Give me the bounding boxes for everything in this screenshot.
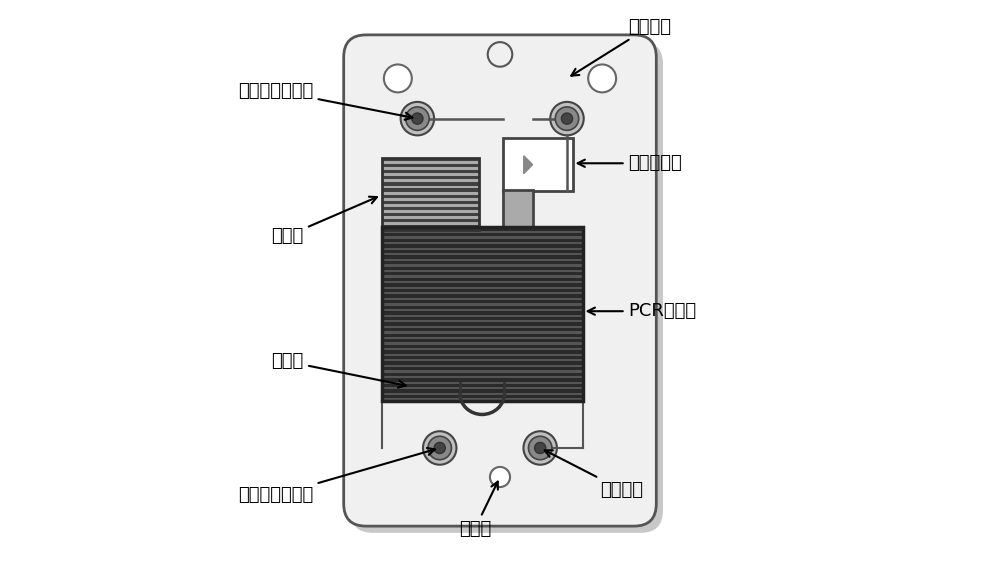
FancyBboxPatch shape	[344, 35, 656, 526]
Text: 废液出口: 废液出口	[545, 450, 643, 499]
Circle shape	[588, 65, 616, 93]
Bar	[382, 356, 583, 359]
Text: 液滴生成区: 液滴生成区	[578, 154, 682, 172]
Bar	[382, 339, 583, 342]
Bar	[382, 164, 479, 167]
Circle shape	[528, 436, 552, 459]
Bar	[382, 213, 479, 217]
Circle shape	[488, 42, 512, 67]
Text: PCR扩增区: PCR扩增区	[588, 302, 697, 320]
Bar	[382, 227, 583, 401]
Bar	[382, 306, 583, 309]
Circle shape	[550, 102, 584, 135]
Bar	[382, 384, 583, 387]
Bar	[503, 138, 573, 191]
Text: 液滴分隔油入口: 液滴分隔油入口	[238, 448, 435, 504]
Bar	[382, 227, 583, 401]
Circle shape	[384, 65, 412, 93]
Bar	[382, 378, 583, 381]
Bar	[382, 255, 583, 259]
Bar	[382, 361, 583, 365]
Bar	[382, 395, 583, 398]
Text: 检测点: 检测点	[271, 352, 406, 388]
Circle shape	[412, 113, 423, 124]
Bar	[382, 278, 583, 281]
Bar	[382, 238, 583, 242]
Bar	[382, 250, 583, 253]
Polygon shape	[524, 156, 533, 173]
Bar	[382, 158, 479, 230]
Bar	[382, 389, 583, 393]
Bar	[382, 188, 479, 192]
Circle shape	[561, 113, 573, 124]
Bar	[382, 289, 583, 292]
Bar	[382, 158, 479, 161]
Bar	[382, 244, 583, 247]
Circle shape	[434, 443, 445, 453]
Text: 定位点: 定位点	[459, 481, 498, 538]
Bar	[382, 295, 583, 298]
Bar	[382, 201, 479, 204]
Bar	[382, 266, 583, 270]
Circle shape	[555, 107, 579, 130]
Bar	[382, 323, 583, 326]
Bar	[382, 272, 583, 275]
Bar	[382, 283, 583, 287]
Bar	[382, 334, 583, 337]
Bar	[382, 350, 583, 353]
Bar	[382, 170, 479, 173]
Bar	[382, 373, 583, 376]
Bar	[382, 233, 583, 236]
Circle shape	[401, 102, 434, 135]
FancyBboxPatch shape	[350, 42, 663, 533]
Text: 样品入口: 样品入口	[571, 17, 671, 76]
Circle shape	[523, 431, 557, 465]
Bar	[382, 176, 479, 180]
Circle shape	[406, 107, 429, 130]
Bar	[382, 182, 479, 186]
Bar	[382, 207, 479, 210]
Bar	[382, 227, 583, 231]
Bar	[382, 225, 479, 228]
Bar	[382, 261, 583, 264]
Bar	[382, 300, 583, 304]
Bar	[382, 158, 479, 230]
Bar	[382, 367, 583, 370]
Circle shape	[490, 467, 510, 487]
Text: 预热区: 预热区	[271, 197, 377, 245]
Bar	[382, 317, 583, 320]
Bar	[382, 311, 583, 315]
Bar	[382, 344, 583, 348]
Circle shape	[423, 431, 456, 465]
Bar	[382, 195, 479, 198]
Bar	[382, 219, 479, 223]
Text: 液滴生成油入口: 液滴生成油入口	[238, 82, 412, 120]
Circle shape	[428, 436, 451, 459]
Bar	[503, 190, 533, 227]
Circle shape	[535, 443, 546, 453]
Bar	[382, 328, 583, 332]
